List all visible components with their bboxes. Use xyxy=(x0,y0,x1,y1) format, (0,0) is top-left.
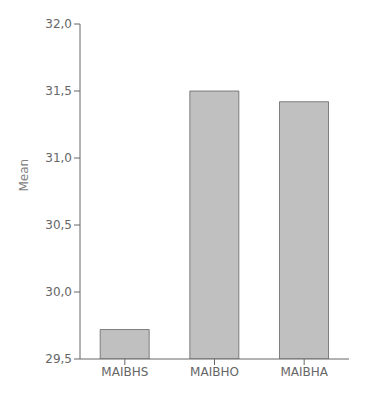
svg-text:MAIBHS: MAIBHS xyxy=(101,365,148,379)
svg-text:30,0: 30,0 xyxy=(45,285,72,299)
svg-text:31,5: 31,5 xyxy=(45,84,72,98)
svg-text:MAIBHO: MAIBHO xyxy=(190,365,239,379)
svg-text:Mean: Mean xyxy=(17,159,31,192)
svg-text:31,0: 31,0 xyxy=(45,151,72,165)
svg-text:MAIBHA: MAIBHA xyxy=(280,365,328,379)
svg-text:29,5: 29,5 xyxy=(45,352,72,366)
svg-text:32,0: 32,0 xyxy=(45,17,72,31)
svg-text:30,5: 30,5 xyxy=(45,218,72,232)
